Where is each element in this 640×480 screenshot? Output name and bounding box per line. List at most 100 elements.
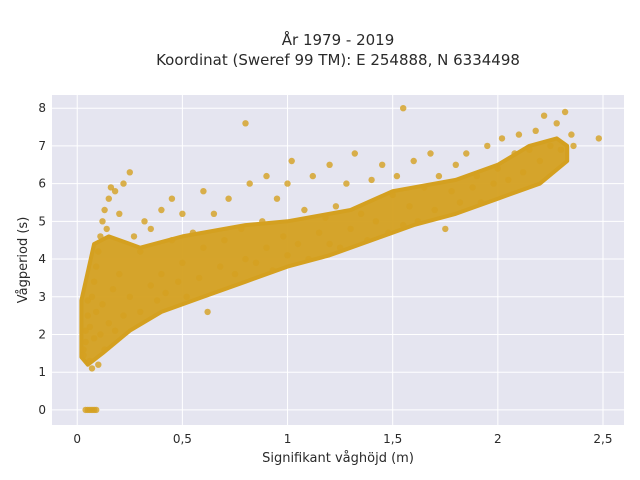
data-point <box>505 176 512 184</box>
data-point <box>97 233 104 240</box>
data-point <box>357 210 365 217</box>
chart-title: År 1979 - 2019 <box>282 30 395 49</box>
data-point <box>82 327 89 334</box>
data-point <box>246 180 253 187</box>
data-point <box>332 203 340 210</box>
data-point <box>431 206 438 214</box>
data-point <box>347 225 354 233</box>
data-point <box>86 323 94 331</box>
data-point <box>99 301 106 308</box>
data-point <box>90 335 98 342</box>
data-point <box>368 176 375 184</box>
data-point <box>400 221 407 229</box>
data-point <box>389 191 396 199</box>
chart-subtitle: Koordinat (Sweref 99 TM): E 254888, N 63… <box>156 51 520 69</box>
data-point <box>379 161 386 168</box>
data-point <box>484 142 491 150</box>
data-point <box>301 206 308 214</box>
data-point <box>442 225 449 233</box>
data-point <box>421 184 428 191</box>
data-points <box>80 105 602 414</box>
y-tick-label: 3 <box>38 290 46 304</box>
data-point <box>189 229 197 236</box>
data-point <box>158 206 165 214</box>
data-point <box>153 297 161 304</box>
data-point <box>364 237 371 244</box>
data-point <box>547 142 554 150</box>
data-point <box>414 218 422 225</box>
data-point <box>130 233 138 240</box>
y-tick-label: 4 <box>38 252 46 266</box>
y-tick-label: 1 <box>38 365 46 379</box>
data-point <box>568 131 575 138</box>
data-point <box>252 259 260 266</box>
data-point <box>116 270 123 278</box>
data-point <box>553 120 560 127</box>
data-point <box>84 312 92 319</box>
data-point <box>526 146 533 153</box>
data-point <box>536 157 544 165</box>
data-point <box>326 161 333 168</box>
data-density-band <box>79 136 570 367</box>
data-point <box>385 229 392 236</box>
data-point <box>137 308 144 316</box>
data-point <box>200 188 207 195</box>
data-point <box>473 172 480 180</box>
data-point <box>540 112 548 119</box>
data-point <box>410 157 417 165</box>
data-point <box>284 180 291 187</box>
x-axis-title: Signifikant våghöjd (m) <box>262 451 414 466</box>
data-point <box>168 195 176 202</box>
data-point <box>561 108 569 116</box>
data-point <box>80 346 87 353</box>
data-point <box>168 237 176 244</box>
data-point <box>204 308 211 316</box>
data-point <box>126 293 133 300</box>
data-point <box>179 259 186 266</box>
data-point <box>116 210 123 217</box>
data-point <box>183 293 190 300</box>
data-point <box>309 172 316 180</box>
data-point <box>326 240 333 248</box>
dense-point-cloud <box>79 136 570 367</box>
x-tick-label: 0 <box>73 432 81 446</box>
data-point <box>269 267 276 274</box>
y-axis-title: Vågperiod (s) <box>16 217 31 304</box>
data-point <box>463 150 470 157</box>
data-point <box>179 210 186 217</box>
data-point <box>494 165 501 172</box>
data-point <box>221 237 228 244</box>
data-point <box>263 172 270 180</box>
data-point <box>120 180 127 187</box>
data-point <box>80 352 87 359</box>
y-tick-label: 6 <box>38 177 46 191</box>
data-point <box>111 327 119 334</box>
data-point <box>435 172 443 180</box>
data-point <box>99 218 106 225</box>
data-point <box>288 157 295 165</box>
data-point <box>196 274 203 282</box>
data-point <box>111 188 119 195</box>
x-tick-label: 1 <box>284 432 292 446</box>
data-point <box>101 346 108 353</box>
x-tick-labels: 0 0,5 1 1,5 2 2,5 <box>73 432 612 446</box>
data-point <box>406 203 413 210</box>
data-point <box>400 105 407 112</box>
data-point <box>88 365 96 372</box>
data-point <box>217 263 224 270</box>
data-point <box>515 131 523 138</box>
data-point <box>93 263 100 270</box>
data-point <box>200 244 207 251</box>
data-point <box>97 331 104 338</box>
data-point <box>498 135 506 142</box>
data-point <box>519 169 527 176</box>
y-tick-label: 0 <box>38 403 46 417</box>
data-point <box>90 278 98 285</box>
data-point <box>490 180 497 187</box>
data-point <box>101 206 108 214</box>
data-point <box>595 135 602 142</box>
data-point <box>259 218 266 225</box>
data-point <box>570 142 577 150</box>
data-point <box>103 225 110 233</box>
